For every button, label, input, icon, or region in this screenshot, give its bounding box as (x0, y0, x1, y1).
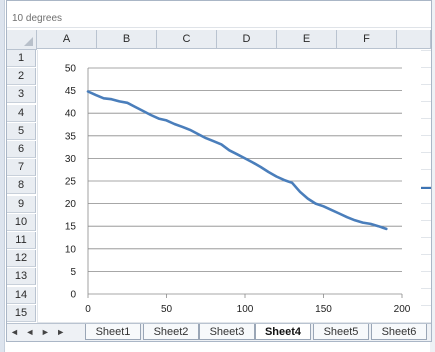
side-marker (421, 187, 431, 189)
x-tick-label: 0 (85, 304, 91, 315)
row-header-3[interactable]: 3 (7, 86, 36, 104)
row-header-4[interactable]: 4 (7, 104, 36, 122)
row-header-1[interactable]: 1 (7, 50, 36, 67)
x-tick-label: 100 (237, 304, 254, 315)
tab-sheet6[interactable]: Sheet6 (371, 324, 427, 340)
corner-triangle-icon (24, 37, 33, 46)
y-tick-label: 20 (65, 199, 77, 210)
row-header-9[interactable]: 9 (7, 195, 36, 213)
y-tick-label: 45 (65, 86, 77, 97)
sheet-tab-bar: ◄ ◄ ► ► Sheet1 Sheet2 Sheet3 Sheet4 Sheet5 Sh… (7, 323, 431, 341)
tab-sheet4[interactable]: Sheet4 (255, 324, 311, 340)
x-tick-label: 200 (394, 304, 411, 315)
series-line-0 (86, 90, 388, 231)
column-header-d[interactable]: D (217, 30, 277, 49)
row-header-13[interactable]: 13 (7, 268, 36, 286)
line-chart: 0 5 10 15 20 25 30 35 40 45 50 0 50 100 150 200 (65, 64, 411, 316)
column-header-a[interactable]: A (37, 30, 97, 49)
x-tick-label: 150 (315, 304, 332, 315)
y-tick-label: 5 (70, 267, 76, 278)
column-header-f[interactable]: F (337, 30, 397, 49)
row-header-10[interactable]: 10 (7, 213, 36, 231)
x-tick-label: 50 (161, 304, 173, 315)
right-edge (430, 0, 435, 352)
y-tick-label: 15 (65, 222, 77, 233)
y-tick-label: 0 (70, 290, 76, 301)
row-header-6[interactable]: 6 (7, 141, 36, 158)
y-tick-label: 40 (65, 109, 77, 120)
y-tick-label: 35 (65, 131, 77, 142)
tab-sheet5[interactable]: Sheet5 (313, 324, 369, 340)
row-header-14[interactable]: 14 (7, 286, 36, 304)
y-tick-label: 10 (65, 244, 77, 255)
row-header-12[interactable]: 12 (7, 250, 36, 268)
column-header-e[interactable]: E (277, 30, 337, 49)
column-header-c[interactable]: C (157, 30, 217, 49)
row-header-7[interactable]: 7 (7, 159, 36, 177)
row-header-5[interactable]: 5 (7, 122, 36, 140)
tab-sheet1[interactable]: Sheet1 (85, 324, 141, 340)
tab-nav-buttons[interactable]: ◄ ◄ ► ► (10, 327, 68, 337)
window-left-edge (0, 0, 5, 352)
chart-area[interactable]: 0 5 10 15 20 25 30 35 40 45 50 0 50 100 150 200 (38, 50, 421, 322)
tab-sheet2[interactable]: Sheet2 (143, 324, 199, 340)
y-tick-label: 25 (65, 177, 77, 188)
column-header-b[interactable]: B (97, 30, 157, 49)
tab-sheet3[interactable]: Sheet3 (199, 324, 255, 340)
column-header-partial[interactable] (397, 30, 431, 49)
chart-title-bar: 10 degrees (7, 1, 431, 28)
y-tick-label: 50 (65, 64, 77, 75)
row-header-15[interactable]: 15 (7, 304, 36, 322)
y-tick-label: 30 (65, 154, 77, 165)
select-all-corner[interactable] (7, 30, 37, 50)
row-header-2[interactable]: 2 (7, 68, 36, 86)
sheet-caption: 10 degrees (12, 13, 63, 24)
row-header-8[interactable]: 8 (7, 177, 36, 195)
row-header-11[interactable]: 11 (7, 232, 36, 249)
